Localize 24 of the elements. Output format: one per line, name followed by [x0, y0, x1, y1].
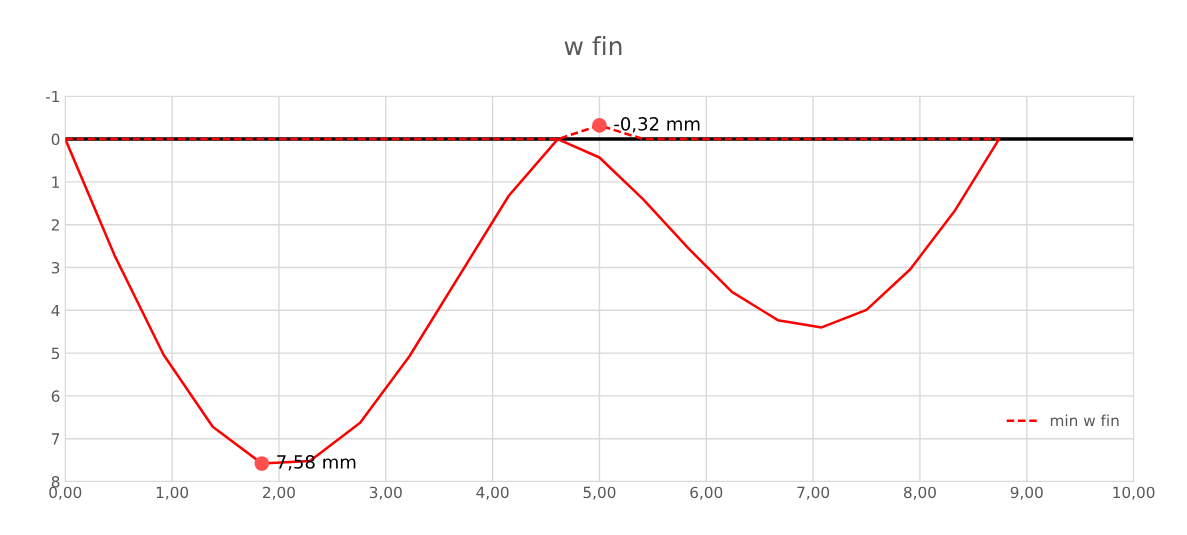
x-tick-label: 7,00 — [797, 486, 830, 500]
x-tick-label: 10,00 — [1113, 486, 1155, 500]
y-tick-label: 6 — [51, 390, 60, 402]
y-tick-label: 1 — [52, 176, 60, 188]
chart-title: w fin — [564, 36, 622, 56]
x-tick-label: 5,00 — [583, 486, 616, 500]
y-tick-label: 2 — [51, 219, 59, 231]
y-tick-label: 4 — [51, 304, 60, 317]
x-tick-label: 6,00 — [690, 486, 723, 500]
data-label: -0,32 mm — [614, 116, 700, 133]
y-tick-label: -1 — [45, 90, 60, 103]
x-tick-label: 9,00 — [1010, 486, 1043, 500]
x-tick-label: 2,00 — [263, 486, 295, 500]
x-tick-label: 4,00 — [476, 486, 509, 500]
x-tick-label: 1,00 — [156, 486, 189, 500]
y-tick-label: 0 — [51, 133, 60, 146]
y-tick-label: 5 — [51, 347, 60, 360]
y-tick-label: 3 — [51, 261, 60, 274]
x-tick-label: 8,00 — [903, 486, 936, 500]
x-tick-label: 3,00 — [369, 486, 402, 500]
y-tick-label: 8 — [51, 475, 60, 488]
legend-label: min w fin — [1050, 414, 1119, 427]
y-tick-label: 7 — [51, 433, 60, 445]
x-tick-label: 0,00 — [49, 486, 82, 500]
